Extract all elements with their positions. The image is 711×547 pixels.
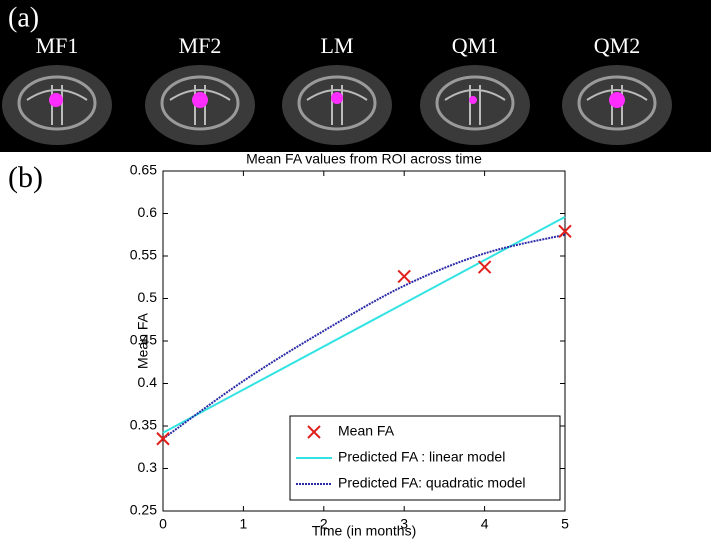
- brain-matter: [17, 75, 97, 131]
- roi: [331, 92, 343, 104]
- roi: [469, 96, 477, 104]
- x-tick-label: 3: [400, 516, 408, 532]
- image-label: QM2: [594, 33, 640, 58]
- linear-line: [162, 216, 566, 434]
- image-label: MF2: [179, 33, 222, 58]
- marker: [307, 425, 321, 439]
- chart-title: Mean FA values from ROI across time: [246, 151, 482, 167]
- roi: [192, 92, 208, 108]
- legend-label: Predicted FA: quadratic model: [338, 475, 526, 491]
- y-tick-label: 0.4: [138, 374, 158, 390]
- y-tick-label: 0.5: [138, 289, 158, 305]
- roi: [609, 92, 625, 108]
- brain-matter: [160, 75, 240, 131]
- panel-a-label: (a): [8, 2, 39, 33]
- x-tick-label: 5: [561, 516, 569, 532]
- brain-matter: [577, 75, 657, 131]
- panel-b-label: (b): [8, 161, 43, 194]
- image-label: QM1: [452, 33, 498, 58]
- y-tick-label: 0.35: [130, 417, 157, 433]
- legend-label: Predicted FA : linear model: [338, 449, 505, 465]
- y-tick-label: 0.55: [130, 247, 157, 263]
- marker: [558, 224, 572, 239]
- image-label: MF1: [36, 33, 79, 58]
- y-tick-label: 0.45: [130, 332, 157, 348]
- x-axis-label: Time (in months): [312, 523, 417, 539]
- y-tick-label: 0.3: [138, 459, 158, 475]
- y-axis-label: Mean FA: [135, 312, 151, 369]
- brain-matter: [435, 75, 515, 131]
- image-label: LM: [321, 33, 354, 58]
- y-tick-label: 0.25: [130, 502, 157, 518]
- x-tick-label: 4: [481, 516, 489, 532]
- x-tick-label: 2: [320, 516, 328, 532]
- x-tick-label: 1: [240, 516, 248, 532]
- roi: [49, 93, 63, 107]
- quadratic-curve: [162, 233, 566, 440]
- legend-box: [289, 415, 561, 501]
- marker: [156, 432, 170, 446]
- marker: [477, 260, 492, 274]
- marker: [397, 269, 411, 284]
- legend-label: Mean FA: [338, 423, 395, 439]
- brain-matter: [297, 75, 377, 131]
- y-tick-label: 0.65: [130, 162, 157, 178]
- y-tick-label: 0.6: [138, 204, 158, 220]
- x-tick-label: 0: [159, 516, 167, 532]
- brain-tracts: [444, 85, 506, 125]
- brain-tracts: [306, 85, 368, 125]
